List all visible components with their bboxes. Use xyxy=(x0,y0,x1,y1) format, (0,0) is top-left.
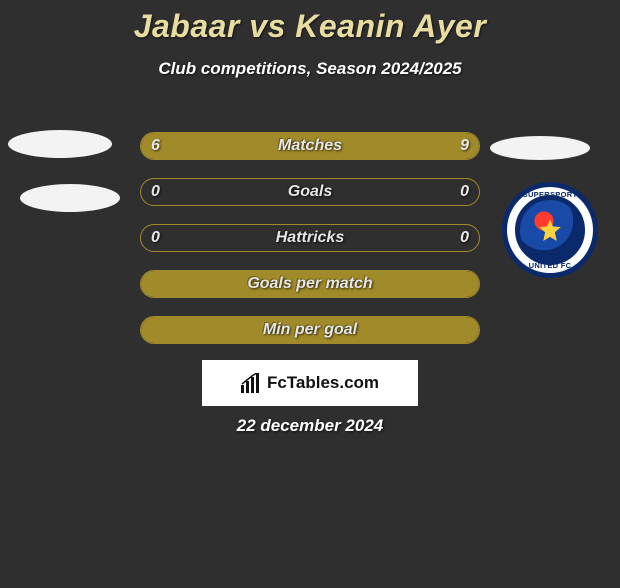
badge-text-bottom: UNITED FC xyxy=(507,261,593,270)
stat-label: Goals per match xyxy=(141,271,479,297)
stat-row: 00Hattricks xyxy=(140,224,480,252)
stat-row: 00Goals xyxy=(140,178,480,206)
stat-row: Goals per match xyxy=(140,270,480,298)
brand-card: FcTables.com xyxy=(202,360,418,406)
stat-row: Min per goal xyxy=(140,316,480,344)
page-subtitle: Club competitions, Season 2024/2025 xyxy=(0,59,620,79)
team-left-logo-2 xyxy=(20,184,120,212)
team-right-oval xyxy=(490,136,590,160)
stat-label: Hattricks xyxy=(141,225,479,251)
page-title: Jabaar vs Keanin Ayer xyxy=(0,8,620,45)
brand-text: FcTables.com xyxy=(267,373,379,393)
stat-row: 69Matches xyxy=(140,132,480,160)
stat-label: Min per goal xyxy=(141,317,479,343)
stat-label: Goals xyxy=(141,179,479,205)
date-text: 22 december 2024 xyxy=(0,416,620,436)
team-right-badge: SUPERSPORT UNITED FC xyxy=(502,182,598,278)
team-left-logo-1 xyxy=(8,130,112,158)
brand-chart-icon xyxy=(241,373,263,393)
badge-inner-icon xyxy=(515,195,585,265)
stats-container: 69Matches 00Goals 00Hattricks Goals per mat… xyxy=(140,132,480,362)
stat-label: Matches xyxy=(141,133,479,159)
